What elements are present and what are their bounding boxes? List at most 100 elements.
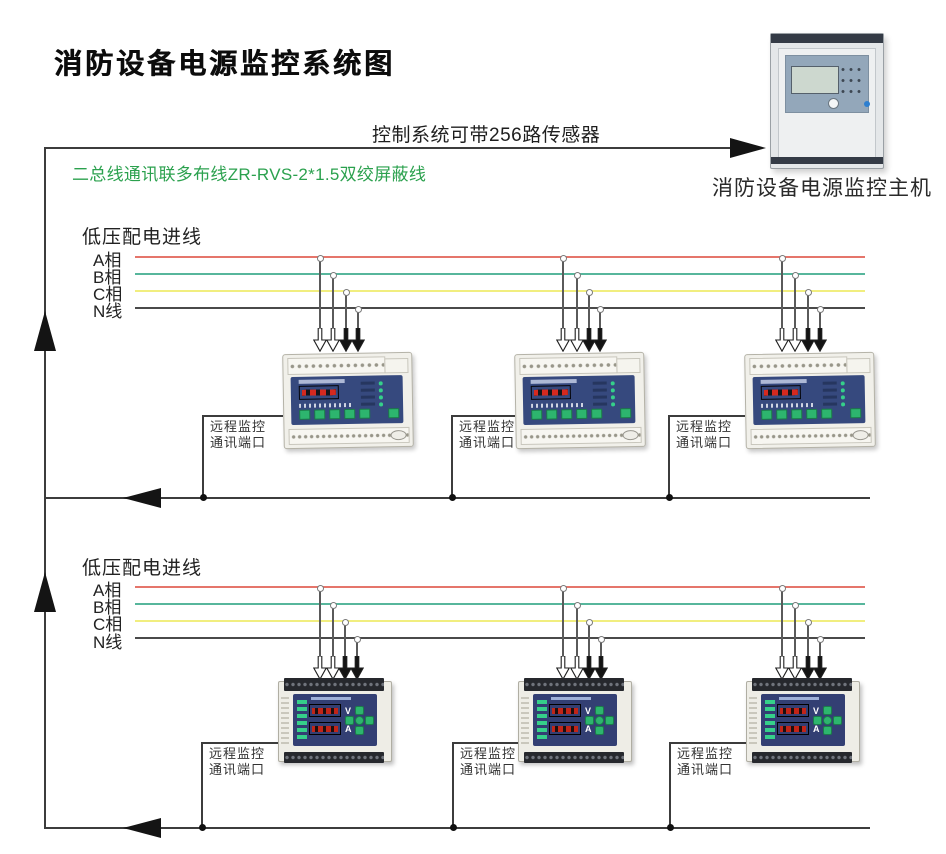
main-bus-top-line — [44, 147, 732, 149]
hollow-down-arrow-icon — [555, 327, 571, 353]
phase-tap-arrow — [349, 655, 365, 681]
phase-tap-arrow — [337, 655, 353, 681]
phase-c-label: C相 — [93, 615, 123, 634]
buzzer — [852, 429, 869, 441]
host-keypad — [839, 64, 865, 98]
comm-connector-line — [202, 742, 278, 744]
device-step — [384, 357, 409, 374]
phase-tap-line — [794, 605, 796, 658]
tap-junction-circle — [559, 584, 567, 592]
hollow-down-arrow-icon — [774, 327, 790, 353]
phase-tap-arrow — [350, 327, 366, 353]
terminal-strip — [519, 356, 618, 376]
scale-ticks — [299, 402, 352, 408]
tap-junction-circle — [778, 584, 786, 592]
solid-down-arrow-icon — [337, 655, 353, 681]
buzzer — [622, 429, 639, 441]
solid-down-arrow-icon — [800, 655, 816, 681]
tap-junction-circle — [791, 271, 799, 279]
dpad-buttons — [345, 706, 374, 735]
arrow-to-host-icon — [730, 138, 766, 158]
phase-b-label: B相 — [93, 268, 122, 287]
solid-down-arrow-icon — [349, 655, 365, 681]
phase-tap-arrow — [312, 655, 328, 681]
phase-tap-line — [562, 588, 564, 658]
phase-tap-line — [599, 309, 601, 330]
comm-connector-line — [670, 742, 746, 744]
power-monitor-module — [282, 351, 414, 450]
comm-port-label-line2: 通讯端口 — [677, 762, 734, 777]
tap-junction-circle — [573, 271, 581, 279]
amp-label: A — [345, 724, 352, 734]
comm-bus-line — [44, 497, 870, 499]
tap-junction-circle — [342, 288, 350, 296]
phase-tap-arrow — [787, 327, 803, 353]
tap-junction-circle — [316, 254, 324, 262]
terminal-strip — [749, 356, 848, 376]
phase-tap-arrow — [787, 655, 803, 681]
phase-tap-arrow — [581, 655, 597, 681]
comm-bus-line — [44, 827, 870, 829]
host-screen — [791, 66, 839, 94]
comm-port-label-line1: 远程监控 — [677, 746, 734, 761]
host-control-panel — [785, 55, 869, 113]
comm-connector-line — [452, 415, 515, 417]
vent-slots — [281, 696, 289, 744]
phase-c-line — [135, 290, 865, 292]
dpad-buttons — [585, 706, 614, 735]
phase-tap-line — [588, 622, 590, 658]
tap-junction-circle — [329, 271, 337, 279]
tap-junction-circle — [791, 601, 799, 609]
phase-tap-arrow — [774, 655, 790, 681]
phase-tap-arrow — [555, 655, 571, 681]
phase-tap-arrow — [774, 327, 790, 353]
device-face — [290, 375, 404, 425]
comm-port-label: 远程监控 通讯端口 — [677, 746, 733, 778]
hollow-down-arrow-icon — [569, 327, 585, 353]
volt-display — [549, 704, 581, 717]
volt-label: V — [345, 706, 352, 716]
comm-connector-line — [453, 742, 518, 744]
phase-n-line — [135, 637, 865, 639]
phase-tap-line — [344, 622, 346, 658]
tap-junction-circle — [354, 305, 362, 313]
phase-tap-line — [345, 292, 347, 330]
phase-tap-line — [819, 639, 821, 658]
phase-a-line — [135, 586, 865, 588]
tap-junction-circle — [816, 305, 824, 313]
scale-ticks — [761, 402, 814, 408]
status-leds — [765, 700, 775, 739]
monitor-host-image — [770, 33, 884, 169]
comm-port-label-line2: 通讯端口 — [676, 435, 733, 450]
tap-junction-circle — [804, 288, 812, 296]
phase-b-label: B相 — [93, 598, 122, 617]
phase-tap-line — [600, 639, 602, 658]
amp-display — [777, 722, 809, 735]
hollow-down-arrow-icon — [325, 327, 341, 353]
hollow-down-arrow-icon — [787, 655, 803, 681]
phase-tap-line — [332, 275, 334, 330]
phase-tap-line — [781, 258, 783, 330]
comm-port-label-line2: 通讯端口 — [210, 435, 267, 450]
phase-tap-line — [319, 258, 321, 330]
phase-tap-line — [357, 309, 359, 330]
host-bottom-band — [771, 157, 883, 164]
host-lock-icon — [864, 101, 870, 107]
bus-junction-dot — [665, 494, 673, 502]
phase-tap-line — [807, 292, 809, 330]
trunk-up-arrow-icon — [34, 311, 56, 351]
terminal-strip — [288, 426, 410, 446]
led-display — [530, 385, 571, 400]
tap-junction-circle — [329, 601, 337, 609]
solid-down-arrow-icon — [812, 655, 828, 681]
phase-tap-arrow — [812, 655, 828, 681]
host-top-band — [771, 34, 883, 43]
device-face-title — [760, 379, 807, 384]
bus-left-arrow-icon — [123, 818, 161, 838]
phase-tap-arrow — [581, 327, 597, 353]
solid-down-arrow-icon — [593, 655, 609, 681]
comm-drop-line — [201, 742, 203, 827]
comm-port-label-line2: 通讯端口 — [209, 762, 266, 777]
status-leds — [297, 700, 307, 739]
